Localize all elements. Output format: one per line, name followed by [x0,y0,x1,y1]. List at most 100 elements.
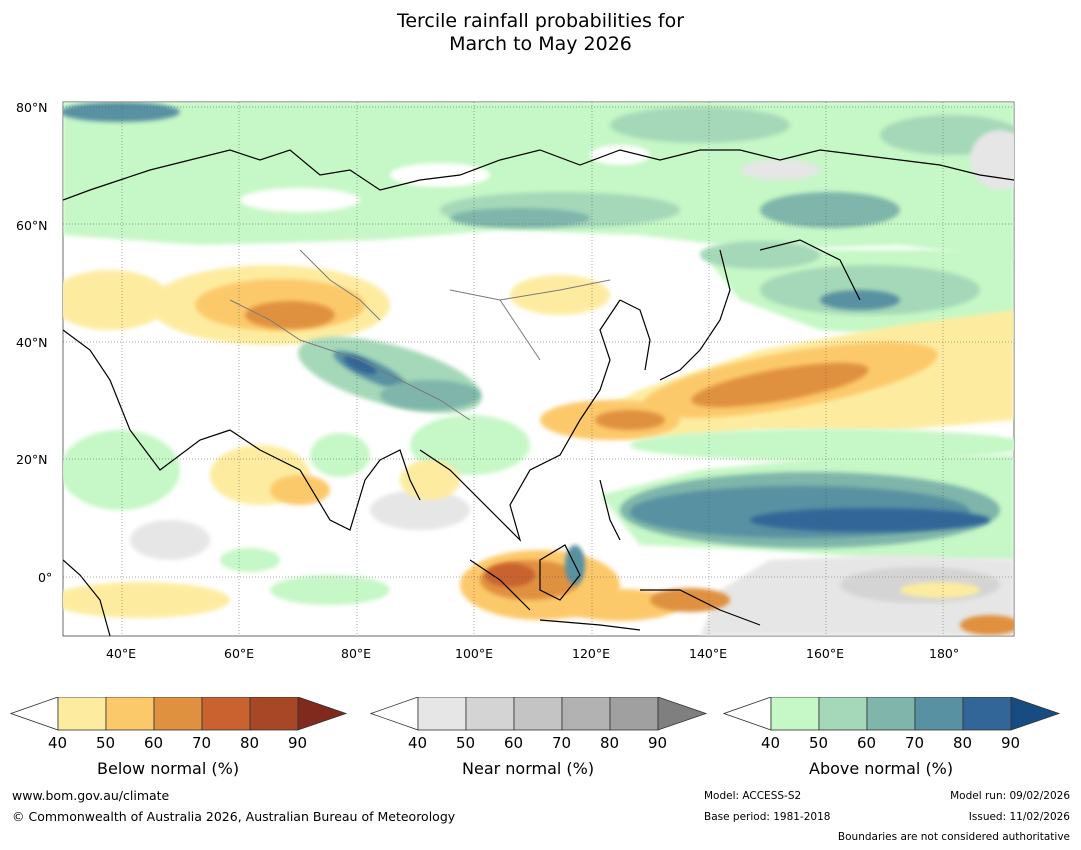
below-tick-80: 80 [240,734,260,752]
lat-label-20n: 20°N [16,452,48,467]
near-normal-label: Near normal (%) [462,759,595,778]
probability-patch [485,563,535,587]
website-link[interactable]: www.bom.gov.au/climate [12,788,170,803]
lon-label-180: 180° [929,646,960,661]
lon-label-100e: 100°E [455,646,494,661]
probability-patch [400,460,460,500]
near-tick-70: 70 [552,734,572,752]
title-line-2: March to May 2026 [449,33,632,55]
above-normal-colorbar [723,697,1061,731]
probability-patch [630,429,1014,461]
below-normal-label: Below normal (%) [97,759,240,778]
probability-patch [240,188,360,212]
probability-patch [343,355,377,375]
colorbar-segment [914,697,964,731]
above-tick-60: 60 [857,734,877,752]
probability-patch [700,241,820,269]
lon-label-40e: 40°E [106,646,137,661]
above-tick-40: 40 [761,734,781,752]
above-tick-90: 90 [1001,734,1021,752]
probability-patch [450,208,590,228]
probability-patch [970,130,1014,190]
colorbar-extend-high [657,697,708,731]
near-tick-60: 60 [504,734,524,752]
probability-fields [63,102,1014,636]
base-period: Base period: 1981-2018 [704,811,831,823]
below-tick-70: 70 [192,734,212,752]
coastline [189,149,1014,191]
colorbar-segment [417,697,467,731]
probability-patch [63,270,170,330]
coastline [659,249,731,381]
coastline [640,589,761,626]
colorbar-extend-low [370,697,419,731]
lat-label-40n: 40°N [16,335,48,350]
probability-patch [610,107,790,143]
coastline [599,479,621,541]
model-name: Model: ACCESS-S2 [704,790,802,802]
probability-patch [245,301,335,329]
colorbar-segment [962,697,1012,731]
probability-patch [750,508,990,532]
colorbar-segment [609,697,659,731]
near-normal-colorbar [370,697,708,731]
probability-patch [691,362,869,408]
coastline [619,299,651,371]
probability-patch [63,430,180,510]
country-border [359,359,471,421]
below-normal-colorbar [10,697,348,731]
colorbar-segment [866,697,916,731]
probability-patch [960,615,1014,635]
probability-patch [590,145,650,165]
lat-label-80n: 80°N [16,100,48,115]
colorbar-segment [57,697,107,731]
probability-patch [370,490,470,530]
country-border [299,249,381,321]
title-line-1: Tercile rainfall probabilities for [396,10,685,32]
lon-label-80e: 80°E [341,646,372,661]
probability-patch [270,475,330,505]
map-title: Tercile rainfall probabilities for March… [0,10,1081,56]
probability-patch [270,575,390,605]
lon-label-140e: 140°E [689,646,728,661]
coastline [469,559,531,611]
copyright-text: © Commonwealth of Australia 2026, Austra… [12,809,456,824]
near-tick-40: 40 [408,734,428,752]
probability-patch [410,415,530,475]
colorbar-segment [513,697,563,731]
colorbar-extend-low [723,697,772,731]
colorbar-segment [201,697,251,731]
probability-patch [760,192,900,228]
probability-patch [510,275,610,315]
lon-label-160e: 160°E [806,646,845,661]
coastline [419,299,621,543]
colorbar-extend-high [297,697,348,731]
near-tick-50: 50 [456,734,476,752]
probability-patch [63,582,230,618]
coastline [63,329,231,471]
below-tick-90: 90 [288,734,308,752]
coastline [539,544,581,601]
lon-label-60e: 60°E [224,646,255,661]
above-normal-label: Above normal (%) [809,759,954,778]
lon-label-120e: 120°E [572,646,611,661]
above-tick-70: 70 [905,734,925,752]
coastline [229,429,421,531]
coastlines [63,149,1014,636]
coastline [539,619,641,631]
probability-patch [760,265,980,315]
colorbar-segment [770,697,820,731]
probability-patch [63,102,180,122]
lat-label-equator: 0° [38,570,53,585]
colorbar-segment [465,697,515,731]
colorbar-segment [153,697,203,731]
coastline [759,239,861,301]
coastline [63,159,191,201]
country-border [499,299,541,361]
below-tick-50: 50 [96,734,116,752]
coastline [63,559,111,636]
country-border [449,279,611,301]
probability-patch [595,410,665,430]
colorbar-segment [818,697,868,731]
